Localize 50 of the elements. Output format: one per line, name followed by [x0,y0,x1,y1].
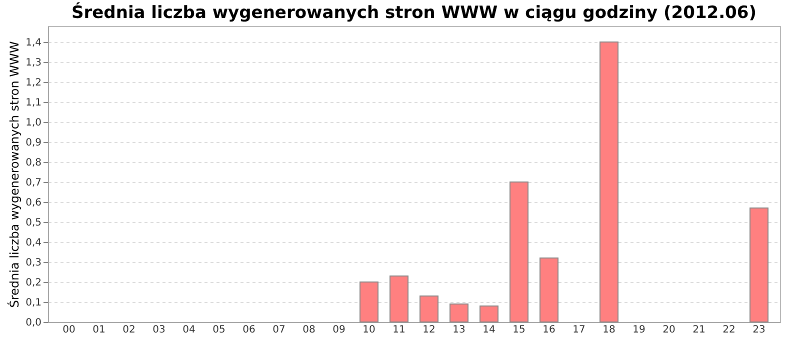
y-tick-label: 0,5 [26,218,42,228]
x-tick-label: 06 [242,324,256,336]
x-tick-label: 20 [662,324,676,336]
x-tick-label: 19 [632,324,646,336]
x-tick-label: 05 [212,324,226,336]
y-tick-label: 0,9 [26,138,42,148]
x-tick-label: 16 [542,324,556,336]
y-tick-label: 1,0 [26,118,42,128]
chart-title: Średnia liczba wygenerowanych stron WWW w ciągu godziny (2012.06) [72,2,756,23]
y-tick-label: 1,3 [26,58,42,68]
y-tick-label: 0,4 [26,238,42,248]
bar [510,182,528,322]
x-tick-label: 23 [752,324,766,336]
bar [540,258,558,322]
y-tick-label: 1,4 [26,38,42,48]
x-tick-label: 14 [482,324,496,336]
y-tick-label: 0,6 [26,198,42,208]
x-tick-label: 03 [152,324,166,336]
y-tick-label: 0,7 [26,178,42,188]
x-tick-label: 13 [452,324,466,336]
bar [750,208,768,322]
x-tick-label: 07 [272,324,286,336]
x-tick-label: 17 [572,324,586,336]
bar [480,306,498,322]
y-tick-label: 0,0 [26,318,42,328]
x-tick-label: 12 [422,324,436,336]
y-tick-label: 1,1 [26,98,42,108]
x-tick-label: 22 [722,324,736,336]
x-tick-label: 09 [332,324,346,336]
y-tick-label: 0,3 [26,258,42,268]
bar [450,304,468,322]
x-tick-label: 01 [92,324,106,336]
bar [600,42,618,322]
x-tick-label: 10 [362,324,376,336]
y-tick-label: 0,8 [26,158,42,168]
y-axis-title: Średnia liczba wygenerowanych stron WWW [6,41,22,308]
x-tick-label: 08 [302,324,316,336]
y-tick-label: 0,1 [26,298,42,308]
x-tick-label: 04 [182,324,196,336]
y-tick-label: 0,2 [26,278,42,288]
bar [420,296,438,322]
bar [360,282,378,322]
x-tick-label: 18 [602,324,616,336]
x-tick-label: 00 [62,324,76,336]
x-tick-label: 21 [692,324,706,336]
x-tick-label: 11 [392,324,406,336]
y-tick-label: 1,2 [26,78,42,88]
bar [390,276,408,322]
x-tick-label: 02 [122,324,136,336]
x-tick-label: 15 [512,324,526,336]
